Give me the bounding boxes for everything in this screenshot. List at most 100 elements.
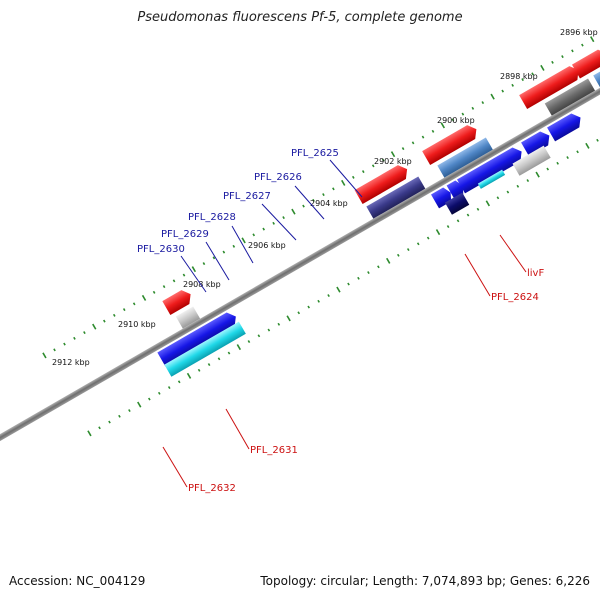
minor-tick [252,233,256,237]
minor-tick [501,89,505,93]
gene-arrow[interactable] [519,63,582,110]
gene-box[interactable] [544,78,596,116]
major-tick [241,237,246,244]
minor-tick [122,308,126,312]
genome-summary-text: Topology: circular; Length: 7,074,893 bp… [260,574,590,588]
gene-arrow[interactable] [422,122,480,166]
gene-label-leader [294,185,325,220]
minor-tick [496,196,500,200]
minor-tick [148,397,151,401]
major-tick [490,93,495,100]
gene-label[interactable]: PFL_2629 [161,229,209,240]
gene-box[interactable] [437,137,493,178]
minor-tick [347,282,350,286]
minor-tick [83,331,86,335]
gene-label[interactable]: PFL_2626 [254,172,302,183]
gene-arrow[interactable] [571,47,600,79]
major-tick [92,323,97,330]
gene-label[interactable]: PFL_2627 [223,191,271,202]
minor-tick [426,236,430,240]
minor-tick [406,248,410,252]
gene-label-leader [231,225,254,264]
minor-tick [596,138,599,142]
major-tick [440,122,446,129]
minor-tick [416,242,420,246]
gene-arrow[interactable] [157,310,239,367]
scale-label: 2896 kbp [560,28,598,37]
minor-tick [322,193,325,197]
gene-box[interactable] [175,306,201,329]
gene-label-leader [162,446,188,488]
minor-tick [212,256,216,260]
gene-box[interactable] [477,169,506,189]
minor-tick [282,216,285,220]
minor-tick [267,328,271,332]
minor-tick [103,319,106,323]
major-tick [186,372,192,379]
gene-label[interactable]: PFL_2628 [188,212,236,223]
minor-tick [401,147,405,151]
scale-label: 2908 kbp [183,280,221,289]
map-title: Pseudomonas fluorescens Pf-5, complete g… [137,10,463,25]
minor-tick [367,271,370,275]
major-tick [585,142,590,149]
gene-box[interactable] [366,176,426,219]
gene-arrow[interactable] [457,163,494,194]
gene-label-leader [261,203,297,241]
gene-label[interactable]: PFL_2631 [250,445,298,456]
minor-tick [167,386,171,390]
gene-box[interactable] [164,321,246,377]
gene-label[interactable]: PFL_2632 [188,483,236,494]
gene-arrow[interactable] [354,162,411,205]
minor-tick [446,225,450,229]
gene-arrow[interactable] [162,287,194,316]
minor-tick [202,262,206,266]
minor-tick [227,351,231,355]
minor-tick [471,106,475,110]
gene-label-leader [329,159,363,198]
gene-label[interactable]: PFL_2625 [291,148,339,159]
minor-tick [222,250,226,254]
minor-tick [411,141,415,145]
scale-label: 2898 kbp [500,72,538,81]
scale-label: 2906 kbp [248,241,286,250]
minor-tick [431,129,435,133]
minor-tick [571,49,574,53]
gene-label-leader [205,241,230,281]
minor-tick [351,175,355,179]
minor-tick [128,409,131,413]
major-tick [336,286,341,293]
scale-label: 2904 kbp [310,199,348,208]
minor-tick [272,221,275,225]
gene-label[interactable]: livF [527,268,544,279]
gene-label[interactable]: PFL_2624 [491,292,539,303]
minor-tick [466,213,470,217]
minor-tick [182,273,186,277]
major-tick [137,401,142,408]
minor-tick [361,170,365,174]
gene-arrow[interactable] [481,145,525,180]
major-tick [590,36,595,43]
minor-tick [332,187,335,191]
minor-tick [197,368,201,372]
gene-label[interactable]: PFL_2630 [137,244,185,255]
minor-tick [232,244,236,248]
gene-box[interactable] [512,145,551,176]
minor-tick [381,158,385,162]
minor-tick [476,207,480,211]
minor-tick [53,348,56,352]
minor-tick [556,161,559,165]
major-tick [42,352,47,359]
minor-tick [118,414,121,418]
minor-tick [481,101,485,105]
minor-tick [516,184,520,188]
gene-arrow[interactable] [521,129,553,157]
scale-label: 2902 kbp [374,157,412,166]
gene-box[interactable] [444,192,470,215]
gene-arrow[interactable] [547,111,584,142]
minor-tick [371,164,375,168]
major-tick [87,430,92,437]
major-tick [390,151,396,158]
minor-tick [157,391,161,395]
